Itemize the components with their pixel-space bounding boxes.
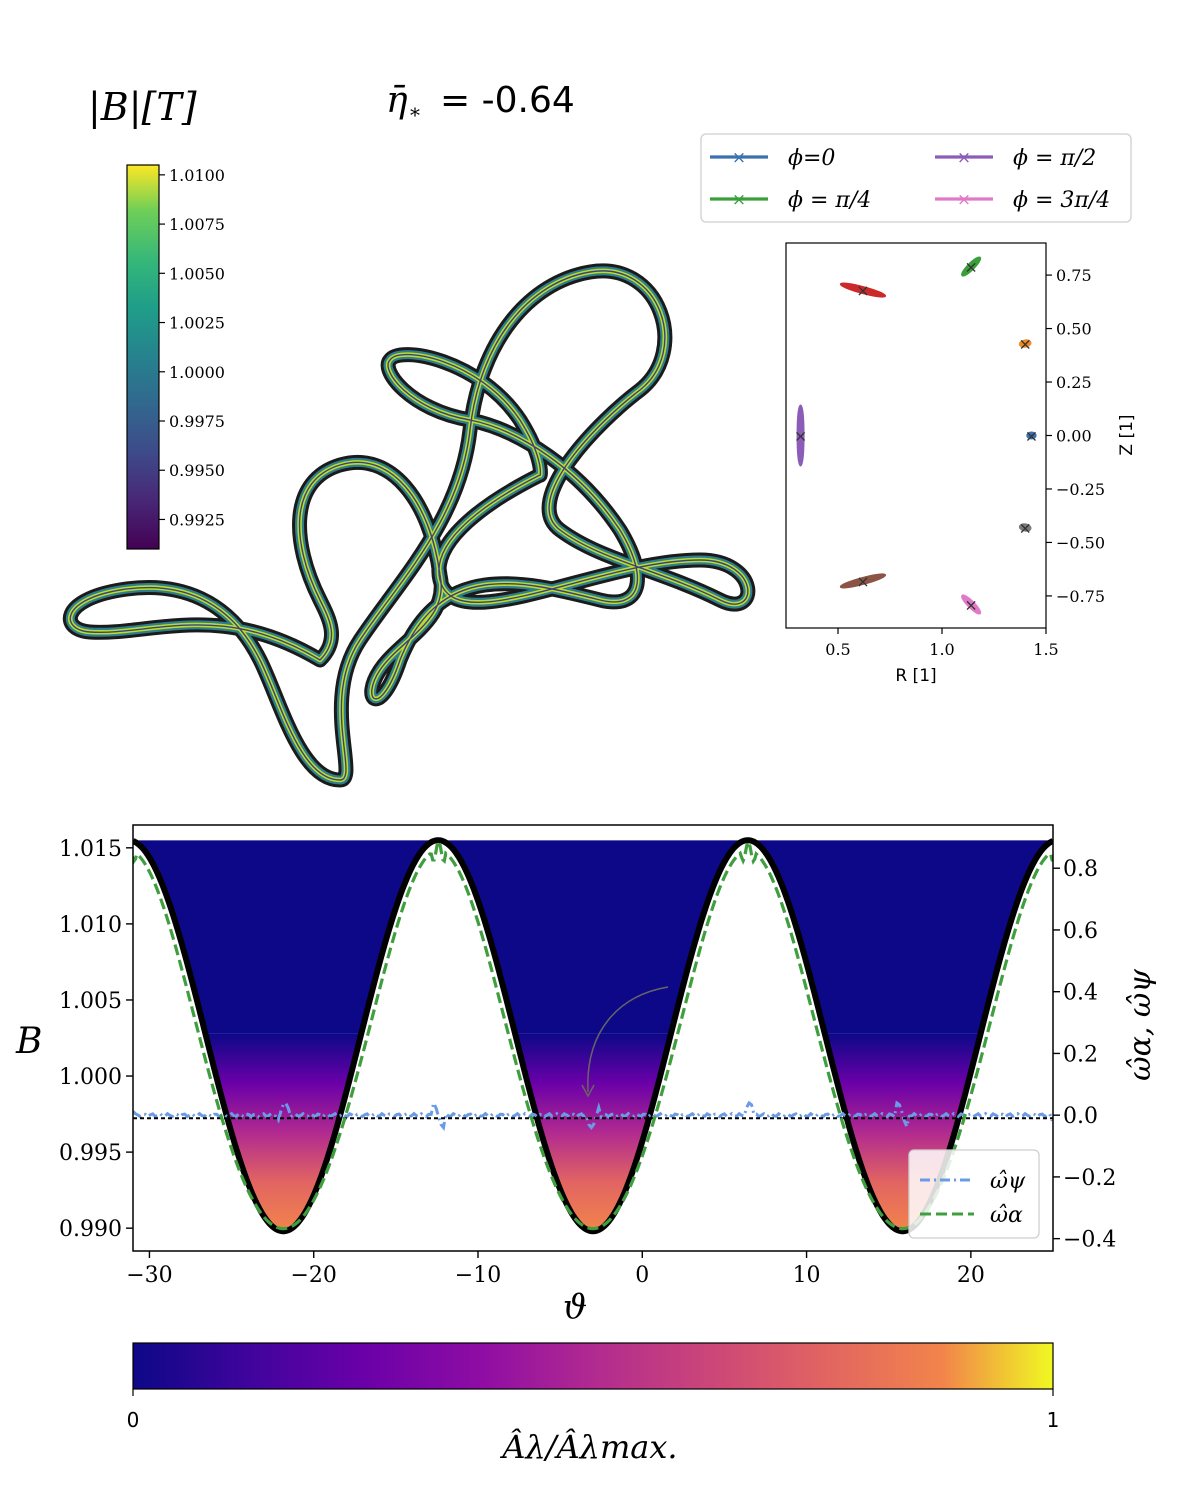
- cross-section-marker: ×: [856, 281, 869, 300]
- x-tick-label: 10: [793, 1263, 821, 1288]
- legend-marker: ×: [957, 190, 971, 210]
- a-colorbar-tick-label: 0: [127, 1408, 140, 1432]
- y-tick-label: 1.005: [59, 989, 122, 1014]
- inset-y-tick-label: −0.25: [1056, 480, 1105, 499]
- y-right-tick-label: 0.6: [1063, 919, 1098, 944]
- b-axis-label: B: [15, 1021, 42, 1062]
- y-right-tick-label: −0.4: [1063, 1228, 1116, 1253]
- y-right-tick-label: 0.8: [1063, 857, 1098, 882]
- inset-y-tick-label: 0.75: [1056, 266, 1092, 285]
- y-right-tick-label: −0.2: [1063, 1166, 1116, 1191]
- cross-section-phi0: [1026, 431, 1037, 440]
- cross-section-marker: ×: [794, 427, 807, 446]
- y-tick-label: 1.015: [59, 837, 122, 862]
- legend-marker: ×: [732, 148, 746, 168]
- cross-section-marker: ×: [1018, 518, 1031, 537]
- cross-section-marker: ×: [856, 572, 869, 591]
- y-right-tick-label: 0.4: [1063, 981, 1098, 1006]
- x-tick-label: −30: [126, 1263, 172, 1288]
- b-vs-theta-plot: −30 −20 −10 0 10 20 1.015 1.010 1.005 1.000 0.995 0…: [15, 824, 1158, 1327]
- legend-label: ϕ = 3π/4: [1013, 188, 1110, 213]
- a-colorbar-tick-label: 1: [1047, 1408, 1060, 1432]
- below-curve-fill: [133, 840, 1053, 1251]
- b-curve: [133, 837, 1053, 1235]
- r-axis-label: R [1]: [895, 666, 936, 686]
- cross-section-red: [839, 282, 887, 298]
- inset-y-tick-label: −0.75: [1056, 587, 1105, 606]
- cross-section-marker: ×: [964, 595, 977, 614]
- b-colorbar: 1.0100 1.0075 1.0050 1.0025 1.0000 0.9975 0.99…: [126, 164, 225, 550]
- cross-section-marker: ×: [964, 258, 977, 277]
- cross-section-gray: [1018, 523, 1032, 532]
- omega-alpha-series: [133, 837, 1053, 1231]
- y-tick-label: 0.990: [59, 1217, 122, 1242]
- cross-section-phi_3pi4: [961, 594, 982, 615]
- x-tick-label: 0: [635, 1263, 649, 1288]
- theta-axis-label: ϑ: [563, 1287, 587, 1327]
- annotation-arrow: [587, 986, 669, 1093]
- svg-text:η̄: η̄: [386, 80, 408, 121]
- inset-y-tick-label: 0.00: [1056, 427, 1092, 446]
- flux-tube-ribbon-illustration: [70, 271, 748, 788]
- navy-fill: [133, 840, 1053, 1034]
- cross-section-orange: [1018, 339, 1032, 348]
- legend-label: ϕ = π/2: [1013, 146, 1096, 171]
- inset-y-tick-label: −0.50: [1056, 533, 1105, 552]
- b-colorbar-tick-label: 1.0075: [169, 215, 225, 234]
- b-colorbar-tick-label: 1.0100: [169, 166, 225, 185]
- legend-marker: ×: [732, 190, 746, 210]
- legend-marker: ×: [957, 148, 971, 168]
- y-right-tick-label: 0.0: [1063, 1104, 1098, 1129]
- omega-legend-label: ω̂ψ: [990, 1169, 1026, 1194]
- well-fill: [133, 1033, 1053, 1251]
- top-margin-fill: [133, 825, 1053, 841]
- omega-legend: ω̂ψ ω̂α: [908, 1149, 1040, 1239]
- b-colorbar-tick-label: 1.0000: [169, 363, 225, 382]
- inset-x-tick-label: 1.5: [1033, 640, 1058, 659]
- inset-y-tick-label: 0.25: [1056, 373, 1092, 392]
- y-right-tick-label: 0.2: [1063, 1042, 1098, 1067]
- svg-text:= -0.64: = -0.64: [440, 80, 575, 121]
- cross-section-marker: ×: [1018, 335, 1031, 354]
- y-tick-label: 1.010: [59, 913, 122, 938]
- annotation-arrow-head: [581, 1084, 595, 1098]
- cross-section-legend: × ϕ=0 × ϕ = π/2 × ϕ = π/4 × ϕ = 3π/4: [700, 133, 1132, 223]
- cross-section-phi_pi4: [961, 256, 982, 277]
- a-colorbar-label: Âλ/Âλmax.: [499, 1428, 677, 1466]
- omega-psi-series: [133, 1098, 1053, 1132]
- eta-label: η̄ * = -0.64: [386, 80, 575, 127]
- omega-axis-label: ω̂α, ω̂ψ: [1123, 969, 1158, 1081]
- b-colorbar-tick-label: 0.9950: [169, 461, 225, 480]
- y-tick-label: 1.000: [59, 1065, 122, 1090]
- cross-section-phi_pi2: [796, 404, 805, 467]
- x-tick-label: 20: [957, 1263, 985, 1288]
- svg-text:*: *: [410, 103, 420, 127]
- b-colorbar-tick-label: 1.0025: [169, 314, 225, 333]
- cross-section-marker: ×: [1025, 427, 1038, 446]
- y-tick-label: 0.995: [59, 1141, 122, 1166]
- b-colorbar-tick-label: 0.9975: [169, 412, 225, 431]
- b-colorbar-tick-label: 0.9925: [169, 510, 225, 529]
- b-colorbar-tick-label: 1.0050: [169, 264, 225, 283]
- a-colorbar: 0 1 Âλ/Âλmax.: [127, 1342, 1060, 1466]
- inset-x-tick-label: 0.5: [825, 640, 850, 659]
- x-tick-label: −10: [455, 1263, 501, 1288]
- inset-x-tick-label: 1.0: [929, 640, 954, 659]
- cross-section-brown: [839, 573, 887, 589]
- z-axis-label: Z [1]: [1117, 414, 1137, 455]
- legend-label: ϕ = π/4: [788, 188, 871, 213]
- x-tick-label: −20: [290, 1263, 336, 1288]
- colorbar-title: |B|[T]: [88, 85, 197, 129]
- cross-section-plot: × × × × × × × × 0.5 1.0 1.5 0.75 0.50 0.25 0.00 −0.25 −…: [785, 242, 1137, 686]
- omega-legend-label: ω̂α: [990, 1203, 1023, 1228]
- inset-y-tick-label: 0.50: [1056, 320, 1092, 339]
- legend-label: ϕ=0: [788, 146, 835, 171]
